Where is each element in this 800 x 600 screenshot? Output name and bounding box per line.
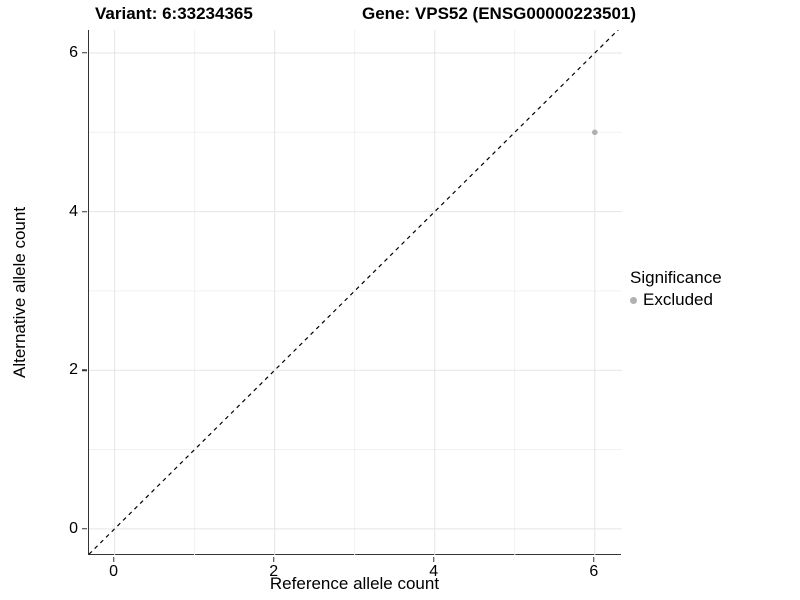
- y-axis-tick-label: 0: [69, 519, 78, 537]
- y-axis-tick-label: 6: [69, 43, 78, 61]
- x-axis-tick-label: 6: [589, 563, 599, 580]
- identity-line: [89, 30, 619, 555]
- legend: Significance Excluded: [630, 268, 722, 310]
- y-axis-tick-mark: [81, 369, 87, 371]
- x-axis-tick-mark: [593, 556, 595, 562]
- x-axis-tick-mark: [272, 556, 275, 562]
- x-axis-tick-mark: [112, 556, 115, 562]
- x-axis-tick-label: 2: [269, 563, 279, 580]
- y-axis-tick-mark: [81, 52, 87, 54]
- legend-title: Significance: [630, 268, 722, 287]
- plot-title-gene: Gene: VPS52 (ENSG00000223501): [362, 4, 637, 23]
- y-axis-tick-mark: [81, 210, 87, 213]
- data-point: [591, 129, 598, 136]
- chart-canvas: [89, 30, 622, 555]
- y-axis-tick-label: 4: [69, 202, 78, 220]
- x-axis-tick-label: 4: [429, 563, 439, 580]
- legend-entry-label: Excluded: [643, 290, 713, 309]
- x-axis-tick-mark: [432, 556, 435, 562]
- y-axis-tick-label: 2: [69, 361, 78, 379]
- legend-key-dot-icon: [630, 296, 637, 304]
- plot-panel: [88, 30, 622, 555]
- x-axis-title: Reference allele count: [269, 574, 440, 593]
- x-axis-tick-label: 0: [109, 563, 119, 580]
- plot-title-variant: Variant: 6:33234365: [95, 4, 253, 23]
- legend-entry-excluded: Excluded: [630, 290, 722, 310]
- y-axis-title: Alternative allele count: [10, 206, 29, 379]
- y-axis-tick-mark: [81, 528, 87, 530]
